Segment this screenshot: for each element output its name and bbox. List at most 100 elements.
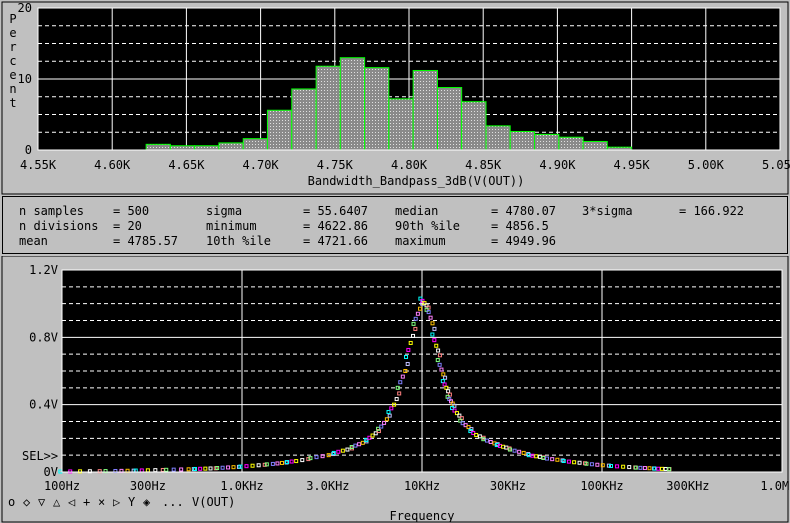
trace-marker — [103, 469, 108, 474]
trace-marker — [226, 465, 231, 470]
frequency-plot-frame — [1, 256, 789, 523]
trace-marker — [408, 340, 413, 345]
histogram-bar[interactable] — [364, 67, 390, 151]
trace-marker — [488, 439, 493, 444]
histogram-y-axis-title-letter: t — [9, 96, 16, 110]
trace-marker — [458, 418, 463, 423]
trace-marker — [667, 467, 672, 472]
histogram-bar[interactable] — [145, 143, 171, 151]
stat-value: = 4856.5 — [491, 219, 549, 233]
trace-marker — [454, 411, 459, 416]
histogram-bar[interactable] — [169, 145, 196, 151]
trace-marker — [336, 449, 341, 454]
histogram-x-tick-label: 4.70K — [243, 158, 280, 172]
histogram-bar[interactable] — [485, 125, 511, 151]
legend-marker-icon: × — [98, 495, 105, 509]
histogram-bar[interactable] — [339, 57, 366, 151]
stat-label: n samples — [19, 204, 85, 218]
trace-marker — [420, 298, 425, 303]
trace-marker — [264, 462, 269, 467]
trace-marker — [521, 450, 526, 455]
trace-marker — [87, 469, 92, 474]
trace-marker — [68, 469, 73, 474]
trace-marker — [345, 447, 350, 452]
legend-ellipsis: ... — [162, 495, 184, 509]
trace-marker — [424, 303, 429, 308]
histogram-plot[interactable]: 20 10 04.55K 4.60K 4.65K 4.70K 4.75K 4.80K 4.85K… — [0, 0, 790, 196]
histogram-bar[interactable] — [436, 87, 463, 151]
trace-marker — [387, 413, 392, 418]
statistics-panel: n samples = 500 sigma = 55.6407 median = 4780… — [2, 196, 788, 254]
trace-marker — [485, 438, 490, 443]
histogram-bar[interactable] — [218, 142, 244, 151]
stat-label: sigma — [206, 204, 243, 218]
histogram-x-tick-label: 4.55K — [20, 158, 57, 172]
trace-marker — [606, 463, 611, 468]
trace-marker — [376, 426, 381, 431]
histogram-bar[interactable] — [315, 65, 341, 151]
trace-marker — [424, 307, 429, 312]
trace-marker — [642, 466, 647, 471]
trace-marker — [289, 459, 294, 464]
histogram-x-tick-label: 4.90K — [539, 158, 576, 172]
legend-trace-label[interactable]: V(OUT) — [192, 495, 235, 509]
legend-marker-icon: ◁ — [67, 495, 75, 509]
sel-marker[interactable]: SEL>> — [22, 449, 58, 463]
stat-label: 3*sigma — [582, 204, 633, 218]
histogram-x-tick-label: 5.05K — [762, 158, 790, 172]
histogram-bar[interactable] — [461, 101, 487, 151]
trace-marker — [406, 347, 411, 352]
trace-marker — [512, 448, 517, 453]
trace-marker — [526, 453, 531, 458]
histogram-bar[interactable] — [266, 109, 293, 151]
trace-marker — [415, 311, 420, 316]
histogram-bar[interactable] — [582, 140, 608, 151]
trace-marker — [308, 456, 313, 461]
stat-label: minimum — [206, 219, 257, 233]
frequency-y-tick-label: 0.4V — [29, 398, 58, 412]
stat-value: = 4622.86 — [303, 219, 369, 233]
frequency-x-tick-label: 100KHz — [580, 479, 623, 493]
trace-marker — [250, 463, 255, 468]
trace-marker — [633, 465, 638, 470]
trace-marker — [394, 397, 399, 402]
trace-marker — [481, 437, 486, 442]
histogram-axes-box — [37, 7, 781, 151]
trace-marker — [360, 440, 365, 445]
trace-marker — [508, 447, 513, 452]
histogram-bar[interactable] — [509, 131, 536, 151]
histogram-bar[interactable] — [534, 133, 560, 151]
trace-marker — [215, 466, 220, 471]
histogram-bar[interactable] — [558, 136, 584, 151]
trace-marker — [422, 301, 427, 306]
histogram-y-axis-title-letter: c — [9, 54, 16, 68]
trace-marker — [638, 465, 643, 470]
trace-marker — [300, 458, 305, 463]
trace-marker — [627, 465, 632, 470]
trace-marker — [364, 438, 369, 443]
histogram-bar[interactable] — [194, 145, 220, 151]
trace-marker — [572, 460, 577, 465]
trace-marker — [447, 392, 452, 397]
stat-label: maximum — [395, 234, 446, 248]
legend-marker-icon: ◈ — [143, 495, 151, 509]
trace-marker — [164, 467, 169, 472]
trace-marker — [397, 391, 402, 396]
trace-marker — [436, 348, 441, 353]
histogram-x-tick-label: 4.60K — [94, 158, 131, 172]
trace-marker — [608, 463, 613, 468]
trace-marker — [367, 435, 372, 440]
histogram-bar[interactable] — [412, 69, 438, 151]
histogram-x-tick-label: 5.00K — [688, 158, 725, 172]
histogram-bar[interactable] — [291, 88, 317, 151]
trace-marker — [386, 409, 391, 414]
histogram-bar[interactable] — [242, 138, 268, 151]
histogram-x-tick-label: 4.80K — [391, 158, 428, 172]
trace-marker — [270, 461, 275, 466]
frequency-x-tick-label: 300Hz — [130, 479, 166, 493]
trace-marker — [413, 316, 418, 321]
legend-marker-icon: + — [83, 495, 90, 509]
histogram-bar[interactable] — [388, 98, 414, 151]
